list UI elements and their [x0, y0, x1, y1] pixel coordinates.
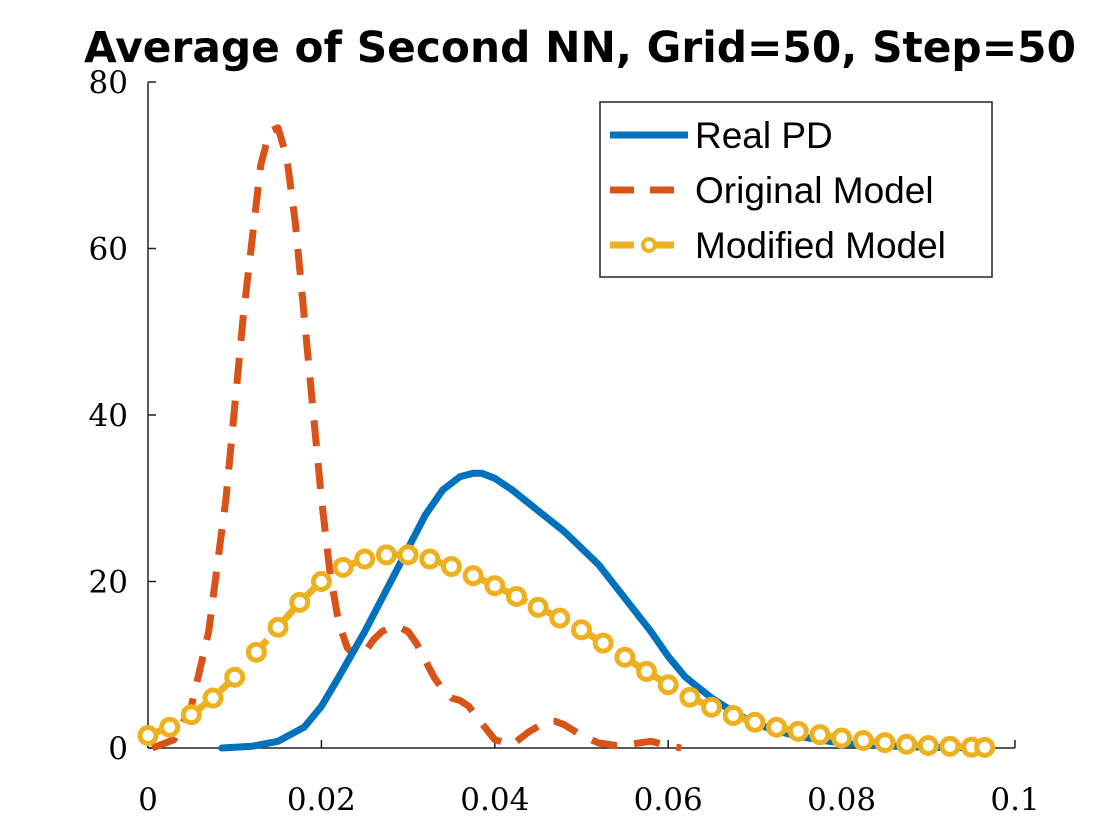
- chart-title: Average of Second NN, Grid=50, Step=50: [84, 23, 1076, 73]
- modified-model-point: [571, 619, 592, 641]
- modified-model-point: [614, 646, 636, 668]
- modified-model-point: [354, 548, 376, 570]
- modified-model-point: [701, 696, 723, 718]
- modified-model-point: [397, 544, 419, 566]
- modified-model-point: [896, 733, 918, 755]
- modified-model-point: [592, 632, 614, 654]
- legend-label-real-pd: Real PD: [695, 115, 833, 156]
- y-tick-label: 60: [89, 232, 128, 268]
- x-tick-label: 0.02: [287, 782, 356, 818]
- modified-model-point: [137, 725, 159, 747]
- x-tick-label: 0.04: [460, 782, 529, 818]
- modified-model-point: [679, 686, 701, 708]
- original-model-line: [151, 124, 682, 752]
- x-tick-label: 0.1: [990, 782, 1039, 818]
- modified-model-point: [657, 674, 679, 696]
- modified-model-line: [146, 551, 985, 751]
- modified-model-point: [636, 660, 658, 682]
- modified-model-point: [202, 687, 224, 709]
- modified-model-point: [505, 585, 527, 607]
- legend-marker-modified-model: [641, 237, 657, 253]
- modified-model-point: [375, 544, 397, 566]
- modified-model-point: [289, 591, 311, 613]
- y-tick-label: 40: [89, 398, 128, 434]
- modified-model-point: [419, 548, 441, 570]
- modified-model-point: [224, 666, 246, 688]
- modified-model-point: [310, 571, 332, 592]
- x-tick-label: 0.08: [807, 782, 876, 818]
- modified-model-point: [180, 704, 202, 726]
- modified-model-point: [267, 616, 289, 638]
- modified-model-point: [722, 705, 744, 727]
- modified-model-point: [440, 556, 462, 578]
- modified-model-point: [831, 727, 853, 749]
- legend-label-original-model: Original Model: [695, 170, 934, 211]
- modified-model-point: [917, 735, 939, 757]
- y-tick-label: 20: [89, 565, 128, 601]
- modified-model-point: [462, 565, 484, 587]
- modified-model-point: [939, 735, 961, 757]
- modified-model-point: [787, 720, 809, 742]
- x-tick-label: 0: [138, 782, 158, 818]
- modified-model-point: [527, 596, 549, 618]
- modified-model-point: [159, 716, 181, 738]
- y-tick-label: 0: [108, 731, 128, 767]
- modified-model-point: [332, 556, 354, 578]
- legend-label-modified-model: Modified Model: [695, 225, 946, 266]
- legend: Real PD Original Model Modified Model: [599, 101, 993, 278]
- modified-model-point: [766, 716, 788, 738]
- y-tick-label: 80: [89, 65, 128, 101]
- modified-model-point: [874, 732, 896, 754]
- modified-model-point: [484, 575, 506, 597]
- modified-model-point: [245, 641, 267, 663]
- modified-model-point: [852, 730, 874, 752]
- x-tick-label: 0.06: [634, 782, 703, 818]
- axes: 0 0.02 0.04 0.06 0.08 0.1 0 20 40 60 80: [89, 65, 1040, 818]
- modified-model-point: [744, 711, 766, 733]
- modified-model-point: [809, 724, 831, 746]
- modified-model-point: [549, 607, 571, 629]
- plot-series: [137, 124, 996, 758]
- modified-model-point: [974, 736, 996, 758]
